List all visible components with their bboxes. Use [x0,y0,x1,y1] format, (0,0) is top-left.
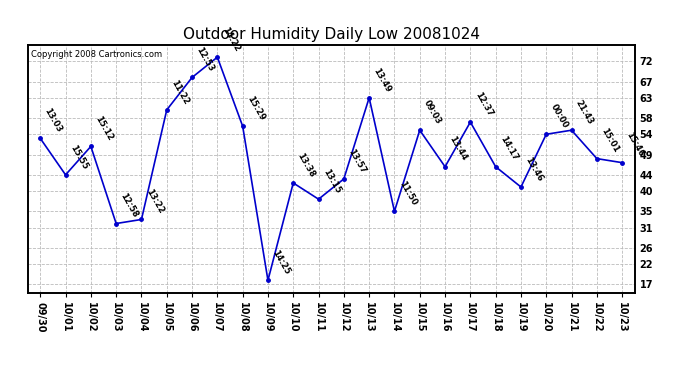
Text: 14:22: 14:22 [220,26,241,53]
Text: 15:46: 15:46 [624,131,646,159]
Text: 14:17: 14:17 [498,135,520,163]
Text: 13:22: 13:22 [144,188,165,215]
Text: 13:03: 13:03 [43,107,63,134]
Text: 12:53: 12:53 [195,46,216,74]
Text: 15:29: 15:29 [245,94,266,122]
Text: 11:22: 11:22 [169,78,190,106]
Text: 13:44: 13:44 [448,135,469,163]
Text: 13:49: 13:49 [372,66,393,94]
Text: 15:55: 15:55 [68,143,89,171]
Text: 00:00: 00:00 [549,103,570,130]
Text: 15:12: 15:12 [93,115,115,142]
Text: Copyright 2008 Cartronics.com: Copyright 2008 Cartronics.com [30,50,161,59]
Text: 14:25: 14:25 [270,249,292,276]
Text: 13:15: 13:15 [321,168,342,195]
Text: 09:03: 09:03 [422,99,443,126]
Text: 11:50: 11:50 [397,180,418,207]
Text: 13:57: 13:57 [346,147,368,175]
Text: 13:38: 13:38 [296,152,317,179]
Text: 12:58: 12:58 [119,192,140,219]
Text: 13:46: 13:46 [524,155,544,183]
Text: 12:37: 12:37 [473,90,494,118]
Text: 15:01: 15:01 [600,127,620,154]
Text: 21:43: 21:43 [574,99,595,126]
Title: Outdoor Humidity Daily Low 20081024: Outdoor Humidity Daily Low 20081024 [183,27,480,42]
